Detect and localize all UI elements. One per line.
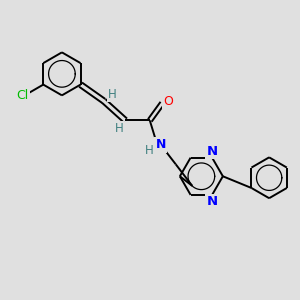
Text: H: H xyxy=(145,144,154,157)
Text: H: H xyxy=(108,88,117,101)
Text: Cl: Cl xyxy=(16,89,28,102)
Text: H: H xyxy=(114,122,123,135)
Text: N: N xyxy=(206,195,218,208)
Text: N: N xyxy=(206,145,218,158)
Text: N: N xyxy=(156,138,166,152)
Text: O: O xyxy=(164,95,173,108)
